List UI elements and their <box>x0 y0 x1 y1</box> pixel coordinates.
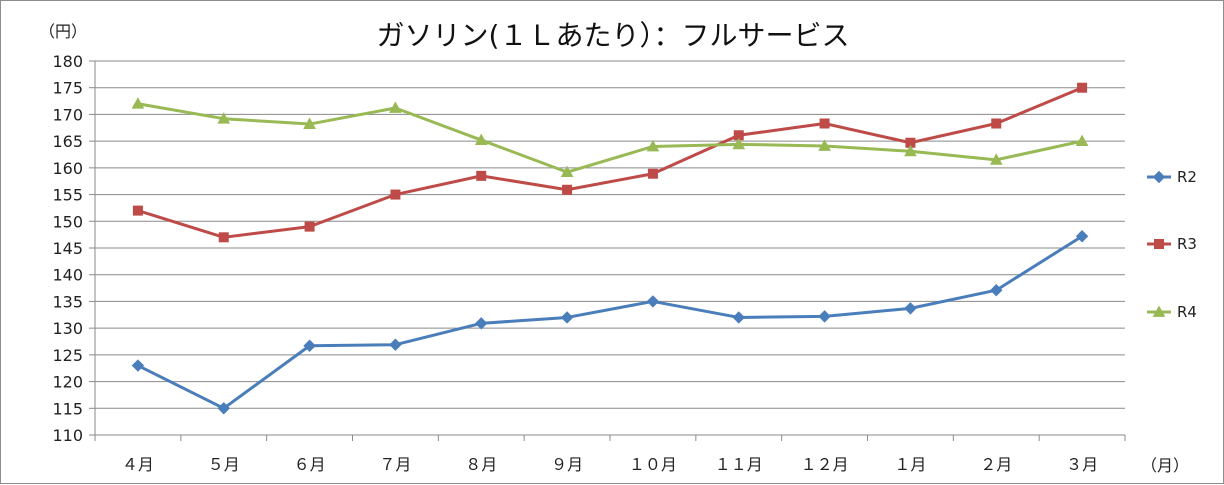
series-line-R4 <box>137 102 1083 174</box>
y-tick-label: 125 <box>52 346 83 365</box>
x-tick-label: ６月 <box>294 455 326 474</box>
data-point-R2 <box>303 339 316 352</box>
data-point-R3 <box>647 168 658 179</box>
legend-label: R2 <box>1177 168 1197 186</box>
y-tick-label: 155 <box>52 186 83 205</box>
y-tick-label: 115 <box>52 399 83 418</box>
legend-marker <box>1152 170 1166 184</box>
data-point-R4 <box>1075 134 1089 147</box>
series-R2 <box>131 230 1089 415</box>
axes: 110 115 120 125 130 135 140 145 150 155 160 165 170 1… <box>52 52 1126 474</box>
data-point-R2 <box>475 317 488 330</box>
data-point-R4 <box>303 117 316 129</box>
y-tick-label: 160 <box>52 159 83 178</box>
y-tick-label: 150 <box>52 212 83 231</box>
y-tick-label: 170 <box>52 105 83 124</box>
x-tick-label: ７月 <box>379 455 411 474</box>
y-tick-label: 140 <box>52 266 83 285</box>
legend-item-R2: R2 <box>1147 168 1197 186</box>
data-point-R2 <box>389 338 402 351</box>
y-tick-label: 130 <box>52 319 83 338</box>
series-R4 <box>131 97 1089 178</box>
y-tick-label: 135 <box>52 292 83 311</box>
data-point-R3 <box>819 118 830 129</box>
legend-label: R4 <box>1177 303 1197 321</box>
data-point-R2 <box>646 295 660 308</box>
series-group <box>131 82 1089 415</box>
y-tick-label: 120 <box>52 373 83 392</box>
legend-item-R3: R3 <box>1147 235 1197 253</box>
x-tick-label: ８月 <box>465 455 497 474</box>
data-point-R2 <box>732 311 745 324</box>
legend: R2 R3 R4 <box>1147 168 1197 321</box>
legend-marker <box>1152 305 1166 317</box>
data-point-R2 <box>131 359 145 372</box>
x-tick-label: １１月 <box>715 455 763 474</box>
data-point-R4 <box>904 144 917 157</box>
x-tick-label: ５月 <box>208 455 240 474</box>
data-point-R4 <box>217 112 231 124</box>
data-point-R3 <box>390 189 401 200</box>
y-axis-unit-label: （円） <box>39 22 87 41</box>
x-tick-label: ３月 <box>1066 455 1098 474</box>
gridlines <box>95 60 1125 409</box>
data-point-R2 <box>1075 230 1089 243</box>
legend-label: R3 <box>1177 235 1197 253</box>
data-point-R4 <box>989 153 1003 165</box>
data-point-R4 <box>474 133 488 145</box>
data-point-R3 <box>1077 82 1088 93</box>
data-point-R4 <box>131 97 145 109</box>
x-axis-unit-label: （月） <box>1141 456 1189 475</box>
x-tick-label: １２月 <box>801 455 849 474</box>
x-tick-label: ２月 <box>980 455 1012 474</box>
y-tick-label: 110 <box>52 426 83 445</box>
data-point-R4 <box>646 139 660 152</box>
series-R3 <box>132 82 1088 243</box>
data-point-R3 <box>476 170 487 181</box>
x-tick-label: １月 <box>894 455 926 474</box>
x-tick-label: ９月 <box>551 455 583 474</box>
chart-title: ガソリン(１Ｌあたり）：フルサービス <box>377 19 850 52</box>
x-tick-label: ４月 <box>122 455 154 474</box>
legend-item-R4: R4 <box>1147 303 1197 321</box>
data-point-R3 <box>218 232 229 243</box>
data-point-R2 <box>990 284 1003 297</box>
series-line-R3 <box>137 86 1083 239</box>
data-point-R3 <box>132 205 143 216</box>
data-point-R3 <box>304 221 315 232</box>
data-point-R4 <box>818 139 831 151</box>
y-tick-label: 175 <box>52 79 83 98</box>
data-point-R4 <box>389 101 402 113</box>
data-point-R2 <box>217 402 230 415</box>
series-line-R2 <box>137 234 1083 410</box>
data-point-R3 <box>991 118 1002 129</box>
data-point-R2 <box>818 310 831 323</box>
data-point-R2 <box>560 311 574 324</box>
data-point-R4 <box>560 165 574 178</box>
y-tick-label: 165 <box>52 132 83 151</box>
data-point-R2 <box>904 302 917 315</box>
x-tick-label: １０月 <box>629 455 677 474</box>
legend-marker <box>1154 239 1164 249</box>
data-point-R3 <box>562 184 573 195</box>
data-point-R4 <box>732 137 746 150</box>
y-tick-label: 145 <box>52 239 83 258</box>
y-tick-label: 180 <box>52 52 83 71</box>
